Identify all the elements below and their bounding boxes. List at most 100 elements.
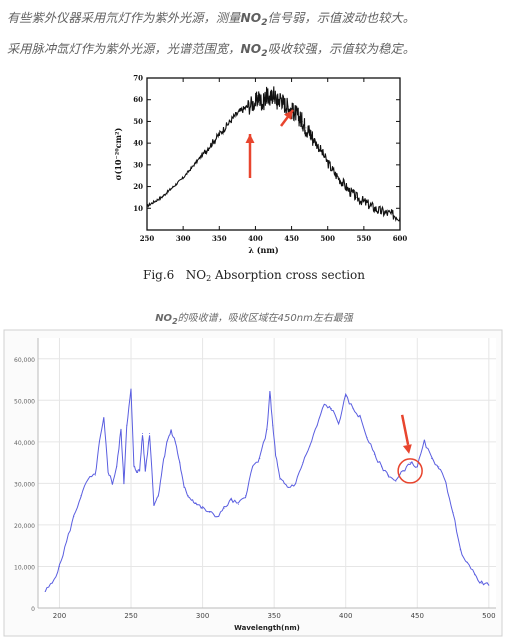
data-point [438,466,440,468]
line1-no: NO [240,11,262,25]
y-tick-label: 10 [133,204,143,213]
data-point [402,470,404,472]
data-point [174,441,176,443]
x-tick-label: 350 [212,234,227,243]
data-point [327,162,329,164]
data-point [153,503,155,505]
data-point [211,142,213,144]
data-point [466,561,468,563]
data-point [230,499,232,501]
data-point [474,574,475,576]
data-point [223,507,225,509]
data-point [356,197,357,198]
data-point [233,116,235,118]
y-tick-label: 10,000 [14,564,35,571]
caption2-sub: 2 [172,317,178,326]
arrow-right-head [284,110,293,120]
data-point [116,466,118,468]
data-point [252,466,254,468]
data-point [302,462,304,464]
x-tick-label: 500 [482,612,495,620]
data-point [373,453,375,455]
data-point [445,482,447,484]
data-point [183,487,185,488]
data-point [423,441,425,443]
data-point [381,466,382,468]
data-point [255,101,256,103]
x-tick-label: 300 [176,234,191,243]
data-point [388,474,390,476]
data-point [146,205,148,207]
x-tick-label: 450 [411,612,424,620]
x-tick-label: 400 [339,612,352,620]
data-point [363,201,365,203]
data-point [192,499,194,501]
data-point [142,433,143,434]
annotation-arrow-shaft [400,414,410,446]
data-point [209,512,211,513]
fig-caption-prefix: Fig.6 [143,268,175,282]
data-point [481,582,483,584]
x-tick-label: 600 [393,234,408,243]
data-point [66,541,68,542]
x-tick-label: 450 [284,234,299,243]
data-point [99,441,100,443]
y-tick-label: 40,000 [14,440,35,447]
data-point [385,212,386,214]
data-point [202,507,204,509]
line1-sub: 2 [261,18,268,28]
data-point [287,105,289,107]
data-point [283,103,285,105]
data-point [111,482,113,484]
data-point [272,424,274,426]
line2-text-c: 吸收较强，示值较为稳定。 [267,42,416,56]
x-tick-label: 400 [248,234,263,243]
x-axis-label: Wavelength(nm) [234,624,300,632]
data-point [136,470,138,472]
data-point [157,495,159,497]
data-point [103,418,105,420]
intro-line-2: 采用脉冲氙灯作为紫外光源，光谱范围宽，NO2吸收较强，示值较为稳定。 [7,39,415,59]
fig-caption-no: NO [185,268,207,282]
data-point [276,101,278,103]
data-point [392,214,394,216]
data-point [338,422,340,424]
data-point [275,453,277,455]
x-tick-label: 200 [53,612,66,620]
data-point [334,173,336,174]
figure-caption: Fig.6 NO2 Absorption cross section [0,268,508,283]
data-point [51,582,53,584]
y-tick-label: 50 [133,117,143,126]
x-axis-label: λ (nm) [248,245,278,255]
data-point [80,495,82,497]
arrow-left-head [245,134,255,143]
data-point [273,92,274,94]
data-point [377,210,379,211]
data-point [341,181,343,183]
data-point [130,389,132,391]
fig-caption-sub: 2 [206,274,212,283]
data-point [245,495,246,497]
data-point [107,470,109,472]
data-point [218,134,220,135]
y-axis-label: σ(10⁻²⁰cm²) [113,127,123,180]
data-point [87,478,89,480]
y-tick-label: 20,000 [14,523,35,530]
data-point [179,462,181,464]
data-point [416,466,418,468]
data-point [259,458,261,459]
y-tick-label: 60 [133,95,143,104]
data-point [298,116,300,118]
data-point [126,424,128,426]
plot-frame [146,77,401,231]
data-point [280,97,282,98]
data-point [269,391,271,393]
data-point [168,190,170,192]
data-point [330,408,332,410]
data-point [294,112,296,114]
data-point [216,516,218,518]
line2-text-a: 采用脉冲氙灯作为紫外光源，光谱范围宽， [7,42,241,56]
x-tick-label: 300 [196,612,209,620]
y-tick-label: 40 [133,139,143,148]
y-tick-label: 70 [133,74,143,83]
